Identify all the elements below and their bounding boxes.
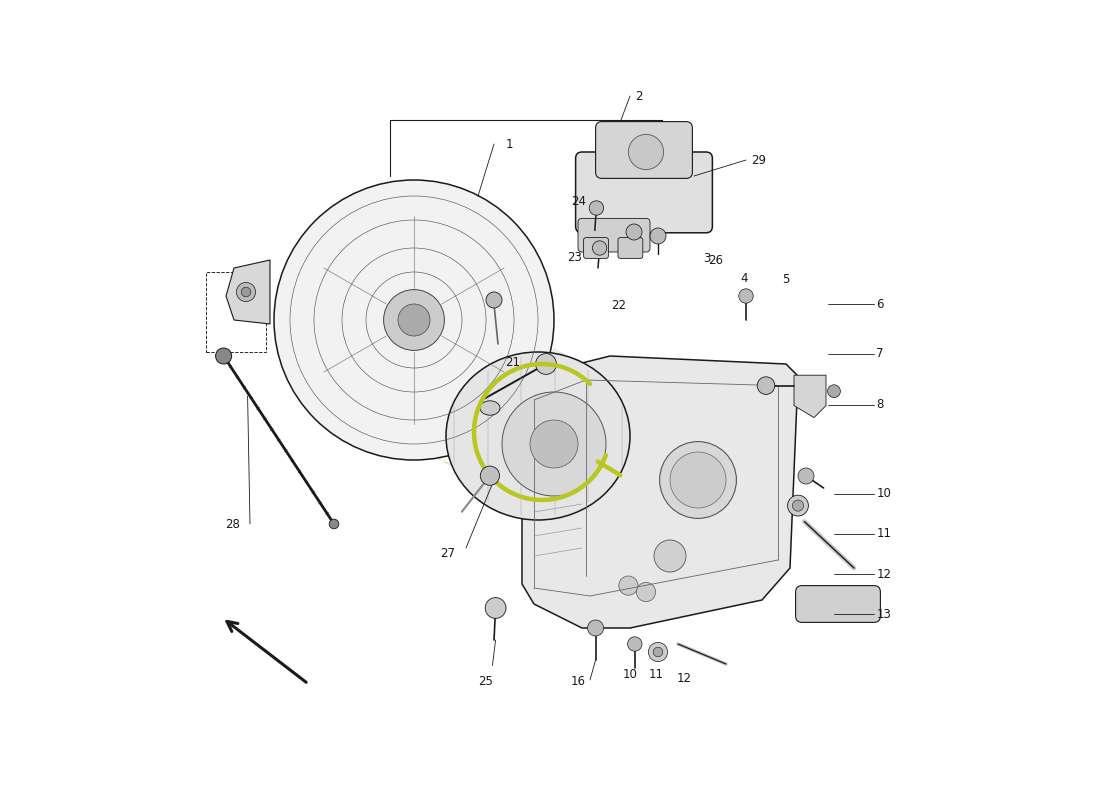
Circle shape [648, 642, 668, 662]
Circle shape [398, 304, 430, 336]
Circle shape [241, 287, 251, 297]
Text: 10: 10 [877, 487, 891, 500]
Circle shape [329, 519, 339, 529]
Circle shape [486, 292, 502, 308]
Text: 1: 1 [506, 138, 514, 150]
Text: 3: 3 [704, 252, 711, 265]
Circle shape [650, 228, 666, 244]
Circle shape [481, 466, 499, 486]
Text: 11: 11 [649, 668, 664, 681]
Text: 24: 24 [571, 195, 586, 208]
FancyBboxPatch shape [618, 238, 642, 258]
Text: 26: 26 [708, 254, 724, 266]
Text: 12: 12 [877, 568, 891, 581]
Text: 11: 11 [877, 527, 891, 540]
Circle shape [653, 647, 663, 657]
Circle shape [485, 598, 506, 618]
Text: 22: 22 [610, 299, 626, 312]
Text: 25: 25 [478, 675, 494, 688]
Circle shape [590, 201, 604, 215]
Ellipse shape [480, 401, 501, 415]
Circle shape [536, 354, 557, 374]
FancyBboxPatch shape [595, 122, 692, 178]
Circle shape [654, 540, 686, 572]
FancyBboxPatch shape [795, 586, 880, 622]
Text: 8: 8 [877, 398, 883, 411]
Circle shape [587, 620, 604, 636]
Circle shape [502, 392, 606, 496]
Text: 6: 6 [877, 298, 884, 310]
Text: 16: 16 [571, 675, 586, 688]
Circle shape [626, 224, 642, 240]
Circle shape [274, 180, 554, 460]
Circle shape [619, 576, 638, 595]
FancyBboxPatch shape [578, 218, 650, 252]
Text: euros: euros [359, 246, 741, 522]
Circle shape [628, 134, 663, 170]
Circle shape [757, 377, 774, 394]
Circle shape [792, 500, 804, 511]
Circle shape [660, 442, 736, 518]
FancyBboxPatch shape [575, 152, 713, 233]
Circle shape [236, 282, 255, 302]
Text: 5: 5 [782, 273, 790, 286]
Text: 10: 10 [623, 668, 637, 681]
Circle shape [530, 420, 578, 468]
Text: a passion for parts since 1985: a passion for parts since 1985 [397, 424, 703, 600]
Text: 27: 27 [441, 547, 455, 560]
Text: 4: 4 [740, 272, 748, 285]
FancyBboxPatch shape [584, 238, 608, 258]
Polygon shape [226, 260, 270, 324]
Circle shape [384, 290, 444, 350]
Text: 29: 29 [751, 154, 767, 166]
Text: 28: 28 [224, 518, 240, 530]
Circle shape [788, 495, 808, 516]
Circle shape [739, 289, 754, 303]
Ellipse shape [446, 352, 630, 520]
Circle shape [827, 385, 840, 398]
Text: 2: 2 [636, 90, 644, 102]
Text: 21: 21 [505, 356, 520, 369]
Circle shape [637, 582, 656, 602]
Text: 7: 7 [877, 347, 884, 360]
Polygon shape [794, 375, 826, 418]
Bar [206, 272, 266, 352]
Text: 12: 12 [676, 672, 692, 685]
Circle shape [593, 241, 607, 255]
Circle shape [670, 452, 726, 508]
Circle shape [216, 348, 232, 364]
Circle shape [798, 468, 814, 484]
Text: 13: 13 [877, 608, 891, 621]
Polygon shape [522, 356, 798, 628]
Circle shape [628, 637, 642, 651]
Text: 23: 23 [568, 251, 582, 264]
